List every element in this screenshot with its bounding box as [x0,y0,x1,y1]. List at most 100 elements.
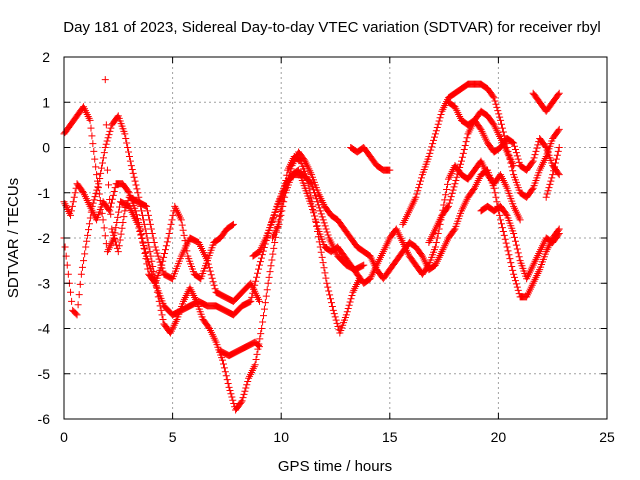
data-point [146,248,154,256]
data-point [432,239,440,247]
data-point [90,196,98,204]
data-point [146,220,154,228]
data-point [321,269,329,277]
data-point [322,274,330,282]
data-point [107,203,115,211]
data-point [327,295,335,303]
data-point [80,257,88,265]
data-point [75,291,83,299]
data-point [108,225,116,233]
data-point [147,225,155,233]
data-point [430,133,438,141]
data-point [260,312,268,320]
data-point [548,174,556,182]
data-point [121,130,129,138]
data-point [503,243,511,251]
data-point [324,283,332,291]
data-point [253,350,261,358]
data-point [443,186,451,194]
data-point [414,187,422,195]
data-point [347,295,355,303]
data-point [137,230,145,238]
data-point [318,253,326,261]
data-point [100,224,108,232]
data-point [497,116,505,124]
data-point [97,169,105,177]
data-point [514,155,522,163]
data-point [505,251,513,259]
data-point [458,153,466,161]
data-point [205,264,213,272]
data-point [342,311,350,319]
data-point [122,203,130,211]
data-point [131,177,139,185]
data-point [61,243,69,251]
data-point [211,285,219,293]
data-point [515,253,523,261]
data-point [513,283,521,291]
data-point [275,213,283,221]
data-point [315,204,323,212]
data-point [452,176,460,184]
data-point [227,390,235,398]
data-point [91,155,99,163]
data-point [111,184,119,192]
data-point [430,136,438,144]
data-point [319,259,327,267]
data-point [508,262,516,270]
data-point [74,301,82,309]
data-point [152,246,160,254]
data-point [491,97,499,105]
data-point [386,166,394,174]
data-point [106,127,114,135]
data-point [139,239,147,247]
data-point [167,220,175,228]
data-point [101,76,109,84]
data-point [143,260,151,268]
data-point [78,263,86,271]
data-point [155,255,163,263]
data-point [81,250,89,258]
data-point [142,255,150,263]
data-point [512,149,520,157]
data-point [98,164,106,172]
data-point [123,200,131,208]
data-point [555,171,563,179]
data-point [93,186,101,194]
data-point [499,228,507,236]
data-point [510,270,518,278]
data-point [499,128,507,136]
data-point [85,226,93,234]
data-point [155,297,163,305]
data-point [102,121,110,129]
data-point [427,146,435,154]
data-point [320,219,328,227]
data-point [147,252,155,260]
data-point [255,261,263,269]
data-point [454,170,462,178]
data-point [84,231,92,239]
data-point [106,207,114,215]
data-point [426,149,434,157]
data-point [126,157,134,165]
data-point [554,127,562,135]
data-point [132,207,140,215]
data-point [498,220,506,228]
y-axis-label: SDTVAR / TECUs [5,178,22,298]
data-point [112,224,120,232]
data-point [412,193,420,201]
data-point [513,152,521,160]
data-point [179,226,187,234]
y-tick-label: -1 [38,185,51,201]
data-point [85,220,93,228]
data-point [455,167,463,175]
data-point [440,201,448,209]
data-point [132,181,140,189]
data-point [552,155,560,163]
data-point [256,258,264,266]
data-point [330,310,338,318]
data-point [308,202,316,210]
data-point [323,228,331,236]
data-point [262,292,270,300]
data-point [129,169,137,177]
